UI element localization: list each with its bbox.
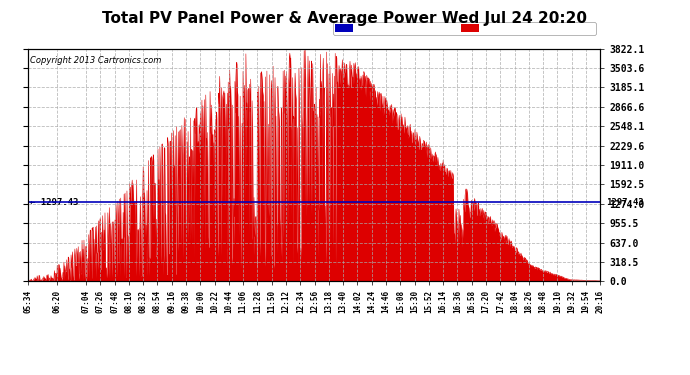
Text: Total PV Panel Power & Average Power Wed Jul 24 20:20: Total PV Panel Power & Average Power Wed…: [103, 11, 587, 26]
Text: Copyright 2013 Cartronics.com: Copyright 2013 Cartronics.com: [30, 56, 162, 65]
Text: ← 1297.43: ← 1297.43: [30, 198, 79, 207]
Legend: Average  (DC Watts), PV Panels  (DC Watts): Average (DC Watts), PV Panels (DC Watts): [333, 22, 595, 34]
Text: 1297.43: 1297.43: [606, 198, 644, 207]
